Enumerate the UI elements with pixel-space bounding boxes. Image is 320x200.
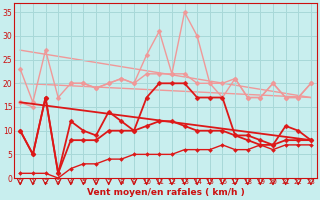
- X-axis label: Vent moyen/en rafales ( km/h ): Vent moyen/en rafales ( km/h ): [87, 188, 244, 197]
